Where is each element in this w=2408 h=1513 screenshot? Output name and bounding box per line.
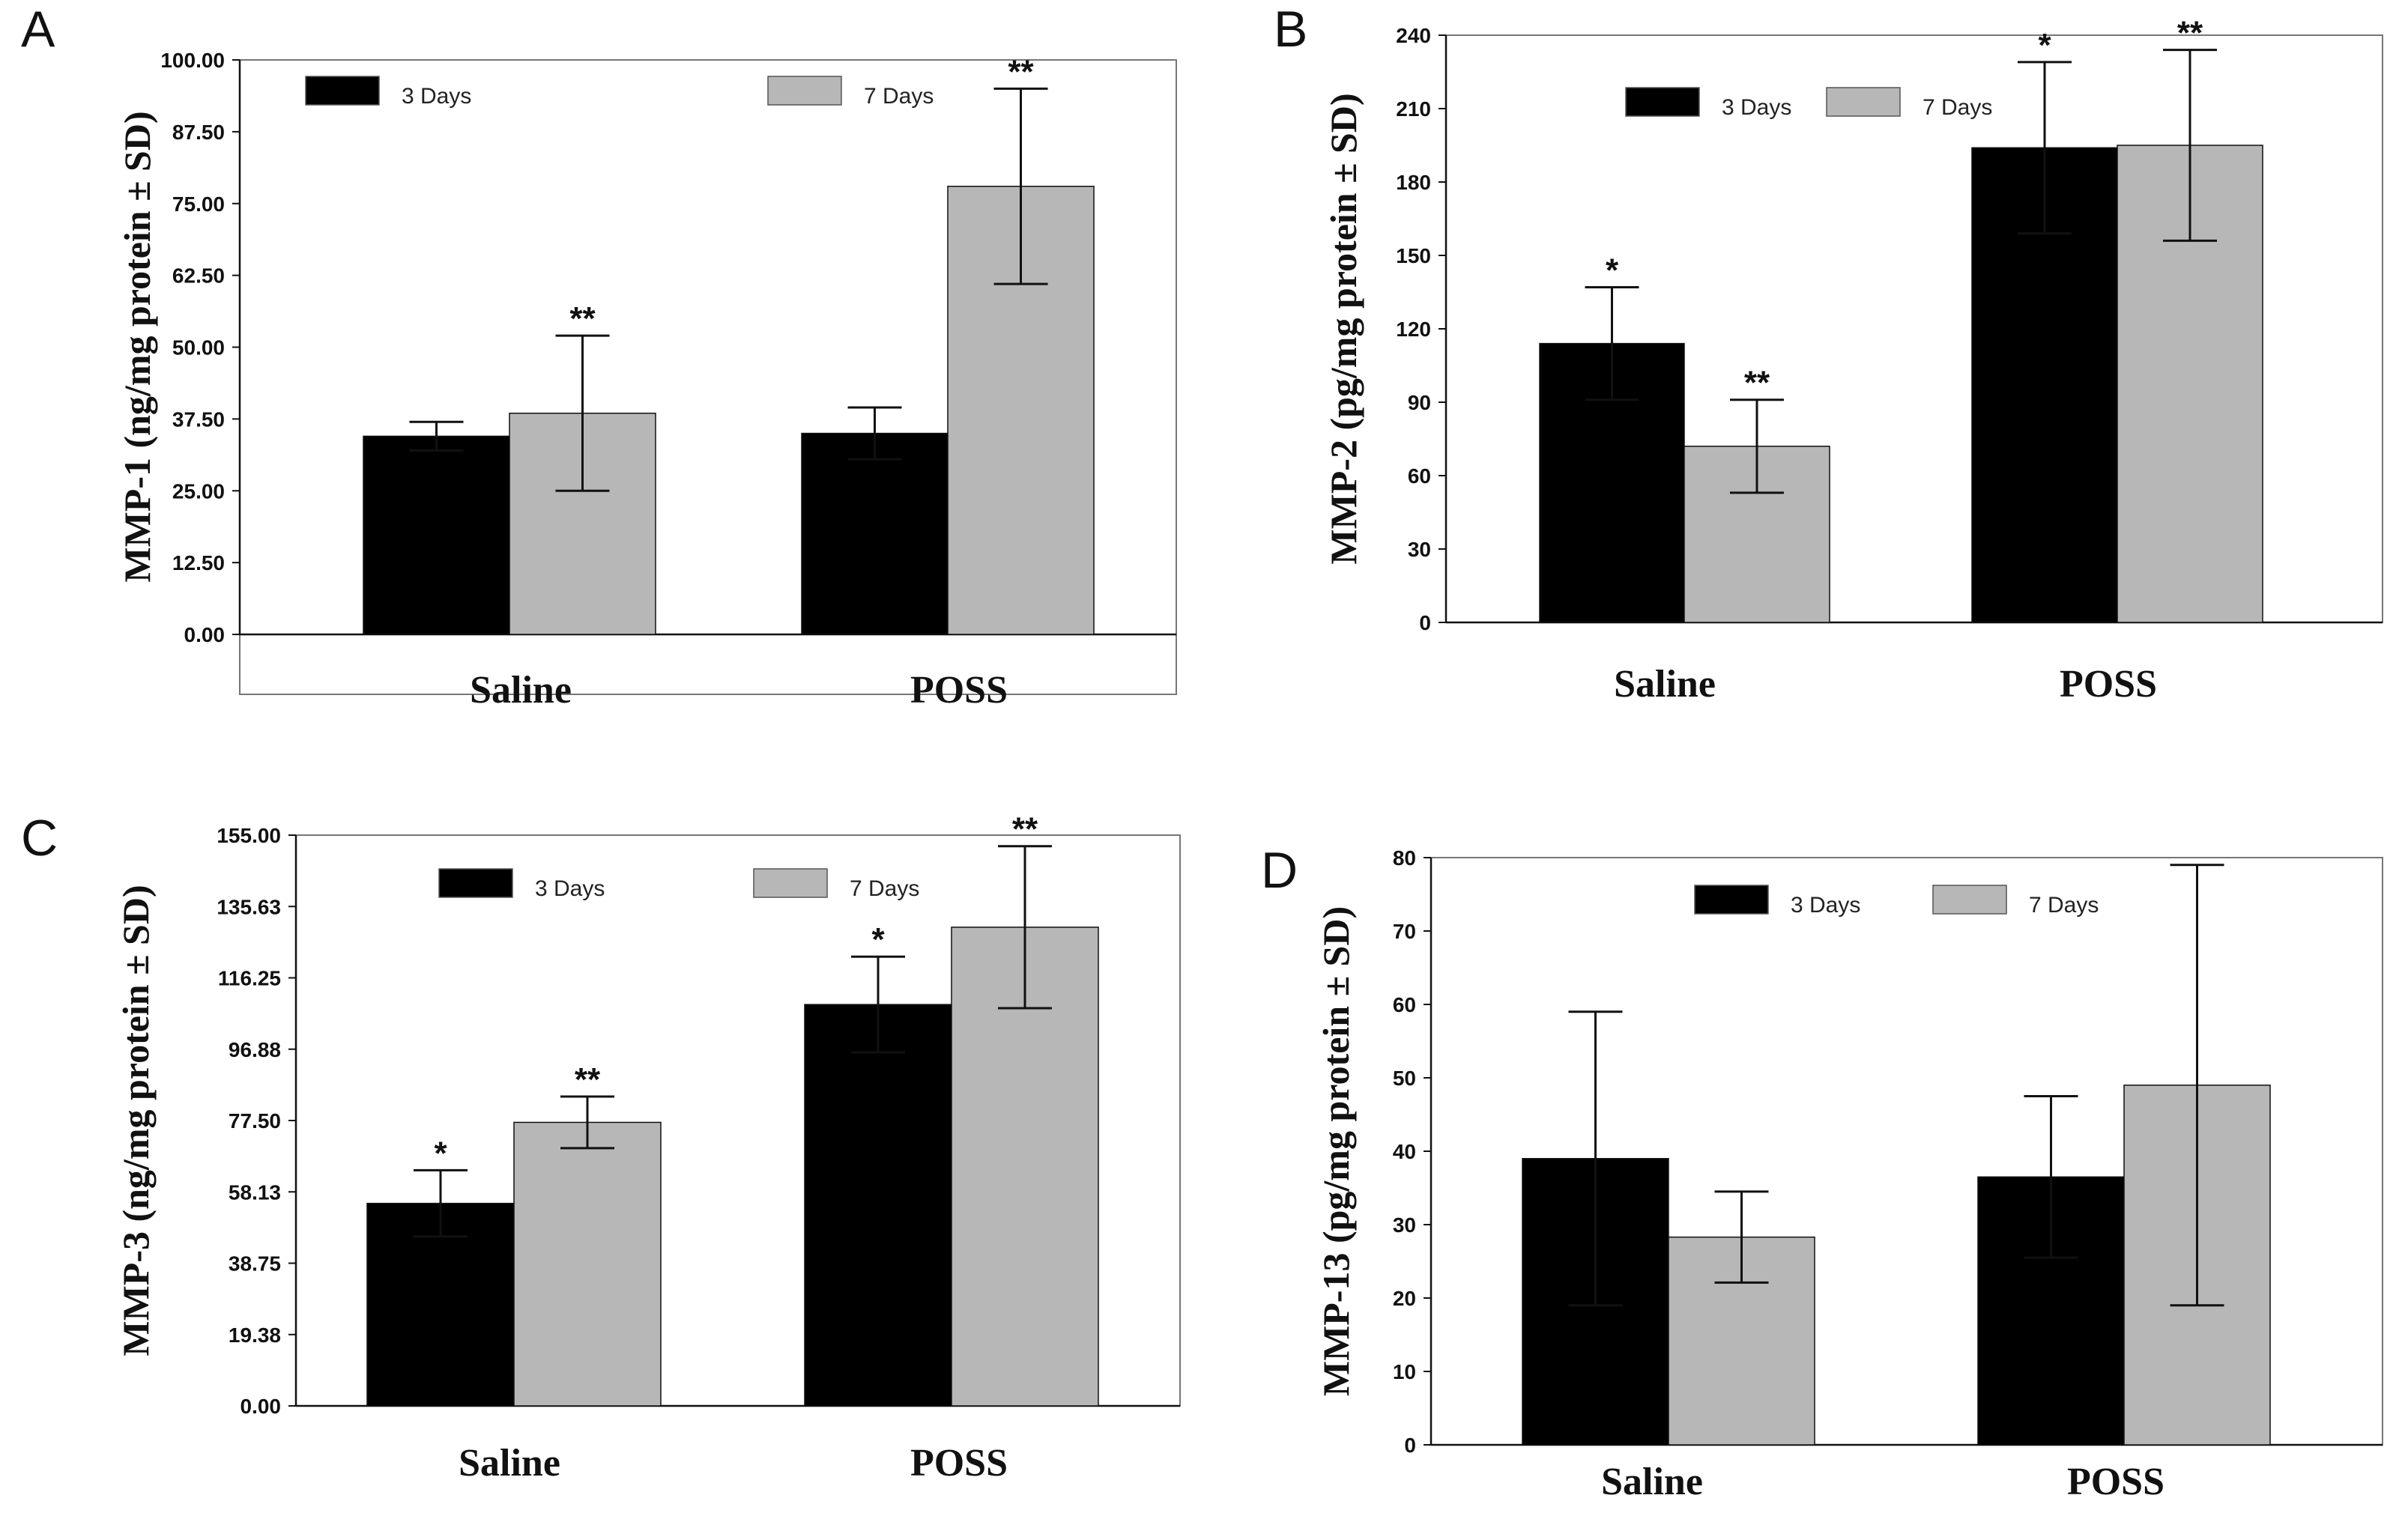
legend-label: 7 Days <box>2029 893 2099 918</box>
y-tick-label: 58.13 <box>229 1180 281 1204</box>
legend-swatch-3-days <box>305 76 380 106</box>
significance-marker: ** <box>575 1061 601 1098</box>
y-tick-label: 19.38 <box>229 1324 281 1347</box>
y-tick-label: 12.50 <box>172 551 225 574</box>
significance-marker: ** <box>1012 811 1038 848</box>
x-category-label: Saline <box>1601 1461 1703 1503</box>
y-tick-label: 37.50 <box>172 407 225 431</box>
significance-marker: ** <box>1008 53 1034 90</box>
significance-marker: * <box>2038 27 2051 64</box>
y-tick-label: 180 <box>1396 171 1431 194</box>
significance-marker: ** <box>569 300 596 337</box>
y-tick-label: 60 <box>1408 464 1431 488</box>
legend-label: 3 Days <box>402 84 471 109</box>
y-tick-label: 116.25 <box>218 967 281 990</box>
bar-saline-3-days <box>363 435 510 635</box>
legend-swatch-7-days <box>753 868 828 898</box>
x-category-label: POSS <box>910 1442 1008 1485</box>
panel-letter: C <box>21 810 58 867</box>
y-tick-label: 135.63 <box>217 895 281 918</box>
x-category-label: POSS <box>2067 1461 2165 1503</box>
y-axis-title: MMP-1 (ng/mg protein ± SD) <box>116 111 158 582</box>
legend-label: 7 Days <box>1923 95 1992 120</box>
y-tick-label: 87.50 <box>172 121 225 144</box>
significance-marker: ** <box>1744 365 1770 401</box>
y-tick-label: 40 <box>1393 1140 1416 1163</box>
y-tick-label: 70 <box>1393 920 1416 943</box>
y-tick-label: 38.75 <box>229 1252 281 1276</box>
legend-swatch-7-days <box>767 76 842 106</box>
x-category-label: Saline <box>459 1442 560 1485</box>
y-tick-label: 50.00 <box>172 336 225 360</box>
panel-d: D 0 10 20 30 40 50 60 70 80 3 Days 7 Days Saline POSS… <box>1261 842 2383 1503</box>
y-tick-label: 210 <box>1396 97 1431 121</box>
legend-swatch-7-days <box>1932 885 2007 915</box>
y-tick-label: 240 <box>1396 24 1431 47</box>
significance-marker: ** <box>2177 15 2203 52</box>
legend-swatch-7-days <box>1826 87 1901 117</box>
legend-label: 3 Days <box>535 876 605 901</box>
y-tick-label: 75.00 <box>172 192 225 216</box>
x-category-label: POSS <box>2060 663 2157 706</box>
bar-poss-3-days <box>804 1004 952 1407</box>
y-tick-label: 0 <box>1404 1434 1416 1457</box>
x-category-label: Saline <box>1614 663 1716 706</box>
y-tick-label: 25.00 <box>172 479 225 503</box>
y-tick-label: 120 <box>1396 318 1431 341</box>
bar-saline-7-days <box>513 1121 662 1407</box>
legend-swatch-3-days <box>438 868 513 898</box>
legend-label: 3 Days <box>1791 893 1860 918</box>
y-axis-title: MMP-13 (pg/mg protein ± SD) <box>1315 906 1357 1396</box>
y-tick-label: 0 <box>1419 611 1431 634</box>
y-tick-label: 77.50 <box>229 1109 281 1133</box>
panel-letter: A <box>21 1 55 58</box>
significance-marker: * <box>871 921 885 958</box>
x-category-label: Saline <box>470 669 572 712</box>
legend-label: 3 Days <box>1722 95 1791 120</box>
y-tick-label: 96.88 <box>229 1038 281 1061</box>
y-tick-label: 90 <box>1408 391 1431 414</box>
y-tick-label: 155.00 <box>217 824 281 847</box>
y-axis-title: MMP-2 (pg/mg protein ± SD) <box>1322 93 1364 564</box>
legend-swatch-3-days <box>1625 87 1700 117</box>
panel-letter: D <box>1261 842 1298 899</box>
y-axis-title: MMP-3 (ng/mg protein ± SD) <box>115 885 157 1356</box>
y-tick-label: 62.50 <box>172 264 225 288</box>
y-tick-label: 0.00 <box>241 1395 282 1418</box>
y-tick-label: 100.00 <box>160 49 225 72</box>
x-category-label: POSS <box>910 669 1008 712</box>
y-tick-label: 10 <box>1393 1360 1416 1383</box>
significance-marker: * <box>434 1135 447 1171</box>
significance-marker: * <box>1606 252 1619 288</box>
legend-label: 7 Days <box>850 876 919 901</box>
y-tick-label: 50 <box>1393 1067 1416 1090</box>
legend-label: 7 Days <box>864 84 934 109</box>
y-tick-label: 80 <box>1393 846 1416 870</box>
y-tick-label: 20 <box>1393 1287 1416 1310</box>
panel-letter: B <box>1274 1 1307 58</box>
y-tick-label: 30 <box>1393 1213 1416 1237</box>
y-tick-label: 60 <box>1393 993 1416 1016</box>
y-tick-label: 30 <box>1408 538 1431 561</box>
bar-poss-3-days <box>801 432 949 635</box>
legend-swatch-3-days <box>1694 885 1769 915</box>
panel-a: A 0.00 12.50 25.00 37.50 50.00 62.50 75.00 87.50… <box>21 1 1177 712</box>
y-tick-label: 150 <box>1396 244 1431 267</box>
y-tick-label: 0.00 <box>184 623 226 646</box>
panel-c: C 0.00 19.38 38.75 58.13 77.50 96.88 116.25 135.… <box>21 810 1181 1485</box>
